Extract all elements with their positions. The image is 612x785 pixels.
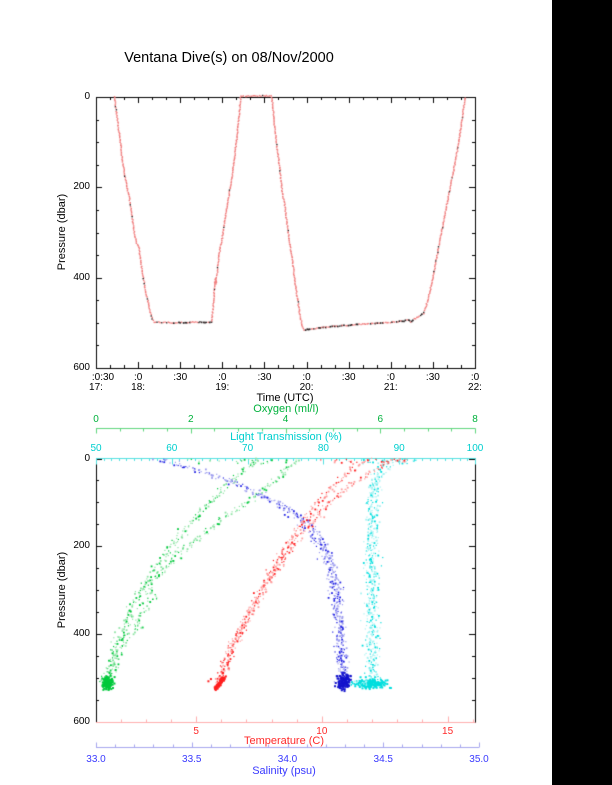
tick-label: 600 <box>73 362 90 373</box>
tick-label: 4 <box>282 414 289 425</box>
tick-label: 50 <box>90 443 102 454</box>
tick-label: 400 <box>73 271 90 283</box>
top-plot-yaxis-title: Pressure (dbar) <box>56 193 68 271</box>
tick-label: 60 <box>166 443 178 454</box>
tick-label: 0 <box>84 91 90 102</box>
oxygen-axis-title: Oxygen (ml/l) <box>253 403 319 415</box>
tick-label: :0:30 <box>91 371 115 383</box>
tick-label: 18: <box>131 381 146 393</box>
tick-label: 35.0 <box>469 753 489 765</box>
tick-label: :0 <box>302 371 311 383</box>
tick-label: 21: <box>383 381 398 393</box>
page-title: Ventana Dive(s) on 08/Nov/2000 <box>124 50 334 66</box>
tick-label: 8 <box>472 414 478 425</box>
tick-label: 0 <box>84 452 90 464</box>
light-transmission-axis-title: Light Transmission (%) <box>230 431 342 443</box>
temperature-axis-title: Temperature (C) <box>243 735 325 747</box>
tick-label: 5 <box>193 725 199 737</box>
tick-label: 10 <box>316 725 328 737</box>
tick-label: 100 <box>466 443 484 454</box>
tick-label: 200 <box>73 181 90 193</box>
tick-label: 2 <box>187 414 194 425</box>
tick-label: :0 <box>386 371 395 383</box>
tick-label: 22: <box>468 381 482 393</box>
tick-label: 20: <box>299 381 314 393</box>
tick-label: 33.0 <box>86 753 106 765</box>
tick-label: 34.0 <box>277 753 298 765</box>
tick-label: 0 <box>93 414 99 425</box>
tick-label: :30 <box>173 371 188 383</box>
tick-label: :30 <box>341 371 356 383</box>
tick-label: 90 <box>393 443 405 454</box>
tick-label: :30 <box>425 371 440 383</box>
tick-label: 34.5 <box>373 753 393 765</box>
right-black-panel <box>552 0 612 785</box>
tick-label: 200 <box>73 540 90 552</box>
tick-label: 19: <box>215 381 230 393</box>
bottom-plot-yaxis-title: Pressure (dbar) <box>56 551 68 629</box>
tick-label: 33.5 <box>182 753 202 765</box>
top-plot-xaxis-title: Time (UTC) <box>256 392 314 404</box>
tick-label: :0 <box>470 371 480 383</box>
tick-label: 6 <box>377 414 384 425</box>
tick-label: 600 <box>73 716 90 727</box>
tick-label: 80 <box>317 443 329 454</box>
tick-label: :0 <box>133 371 143 383</box>
tick-label: 70 <box>242 443 254 454</box>
tick-label: :0 <box>218 371 227 383</box>
salinity-axis-title: Salinity (psu) <box>252 765 316 777</box>
tick-label: 17: <box>89 381 103 393</box>
tick-label: 15 <box>442 725 454 737</box>
tick-label: :30 <box>257 371 272 383</box>
tick-label: 400 <box>73 628 90 640</box>
